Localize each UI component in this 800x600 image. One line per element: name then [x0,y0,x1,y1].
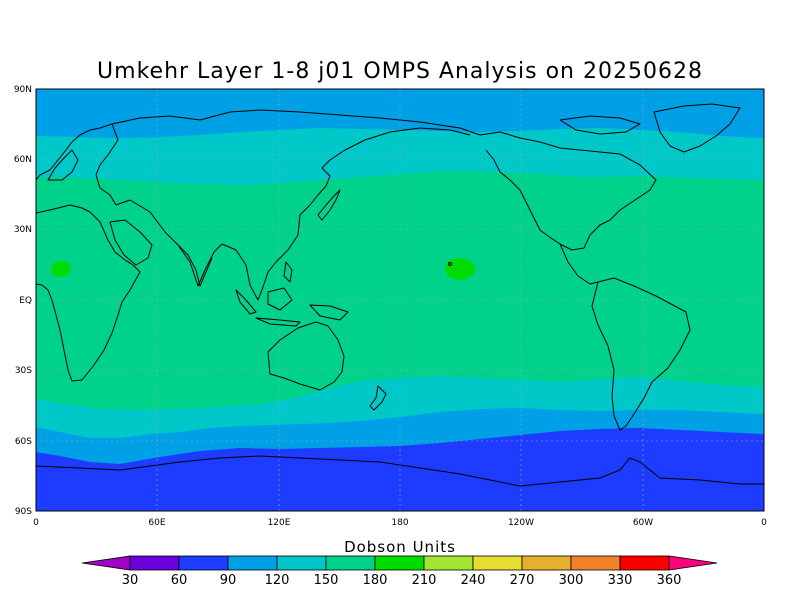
coast-hawaii [448,262,452,266]
colorbar-tick-label: 330 [608,573,633,588]
coast-central-america [559,243,599,285]
lat-label: EQ [19,296,32,306]
lat-label: 30S [15,366,32,376]
colorbar-segment [129,555,180,571]
coast-greenland [653,103,741,153]
coast-south-america [591,277,691,431]
lon-label: 180 [391,518,408,528]
coast-scandinavia [47,149,79,181]
colorbar-segment [374,555,425,571]
colorbar-segment [423,555,474,571]
colorbar-segment [521,555,572,571]
coast-europe [36,123,119,206]
figure-title: Umkehr Layer 1-8 j01 OMPS Analysis on 20… [97,59,703,84]
coast-sumatra [235,289,257,315]
coastlines [36,103,764,487]
coast-australia [267,321,345,391]
lat-label: 30N [14,225,32,235]
lat-label: 90S [15,507,32,517]
graticule [36,89,764,511]
coast-antarctica [36,455,764,487]
colorbar-title: Dobson Units [344,538,456,556]
colorbar-segment [276,555,327,571]
colorbar-segment [325,555,376,571]
ozone-band-90-120-north [36,89,764,138]
colorbar-tick-label: 150 [314,573,339,588]
colorbar-tick-label: 120 [265,573,290,588]
colorbar [81,555,718,571]
colorbar-segment [570,555,621,571]
ozone-patch-central-pacific [445,258,475,280]
colorbar-tick-label: 180 [363,573,388,588]
lon-label: 0 [761,518,767,528]
lon-label: 60W [633,518,653,528]
coast-java [255,317,301,327]
coast-philippines [283,261,293,283]
colorbar-tick-label: 210 [412,573,437,588]
coast-canadian-islands [559,115,641,135]
lon-label: 0 [33,518,39,528]
colorbar-segment [619,555,670,571]
plot-frame [35,88,765,512]
coast-borneo [267,287,293,311]
longitude-axis: 0 60E 120E 180 120W 60W 0 [33,518,767,528]
colorbar-tick-label: 300 [559,573,584,588]
coast-africa [36,204,141,382]
lon-label: 60E [148,518,165,528]
coast-siberia [111,109,481,136]
ozone-patch-west-africa [51,261,71,277]
colorbar-ticks: 30 60 90 120 150 180 210 240 270 300 330 360 [122,573,682,588]
colorbar-tick-label: 360 [657,573,682,588]
coast-japan [317,189,341,221]
colorbar-tick-label: 240 [461,573,486,588]
colorbar-tick-label: 30 [122,573,139,588]
colorbar-segment [472,555,523,571]
coast-new-guinea [309,304,349,321]
coast-new-zealand [369,385,387,411]
colorbar-extend-high [668,555,718,571]
colorbar-segment [178,555,229,571]
latitude-axis: 90N 60N 30N EQ 30S 60S 90S [14,85,32,517]
lon-label: 120W [508,518,534,528]
colorbar-extend-low [81,555,131,571]
colorbar-segment [227,555,278,571]
coast-north-america [479,131,657,251]
coast-asia [115,127,471,301]
lat-label: 60S [15,437,32,447]
lat-label: 90N [14,85,32,95]
map-plot-area [36,89,764,511]
lat-label: 60N [14,155,32,165]
colorbar-tick-label: 270 [510,573,535,588]
coast-arabia [109,219,153,266]
colorbar-tick-label: 90 [220,573,237,588]
coast-india [177,244,213,287]
colorbar-tick-label: 60 [171,573,188,588]
lon-label: 120E [268,518,291,528]
